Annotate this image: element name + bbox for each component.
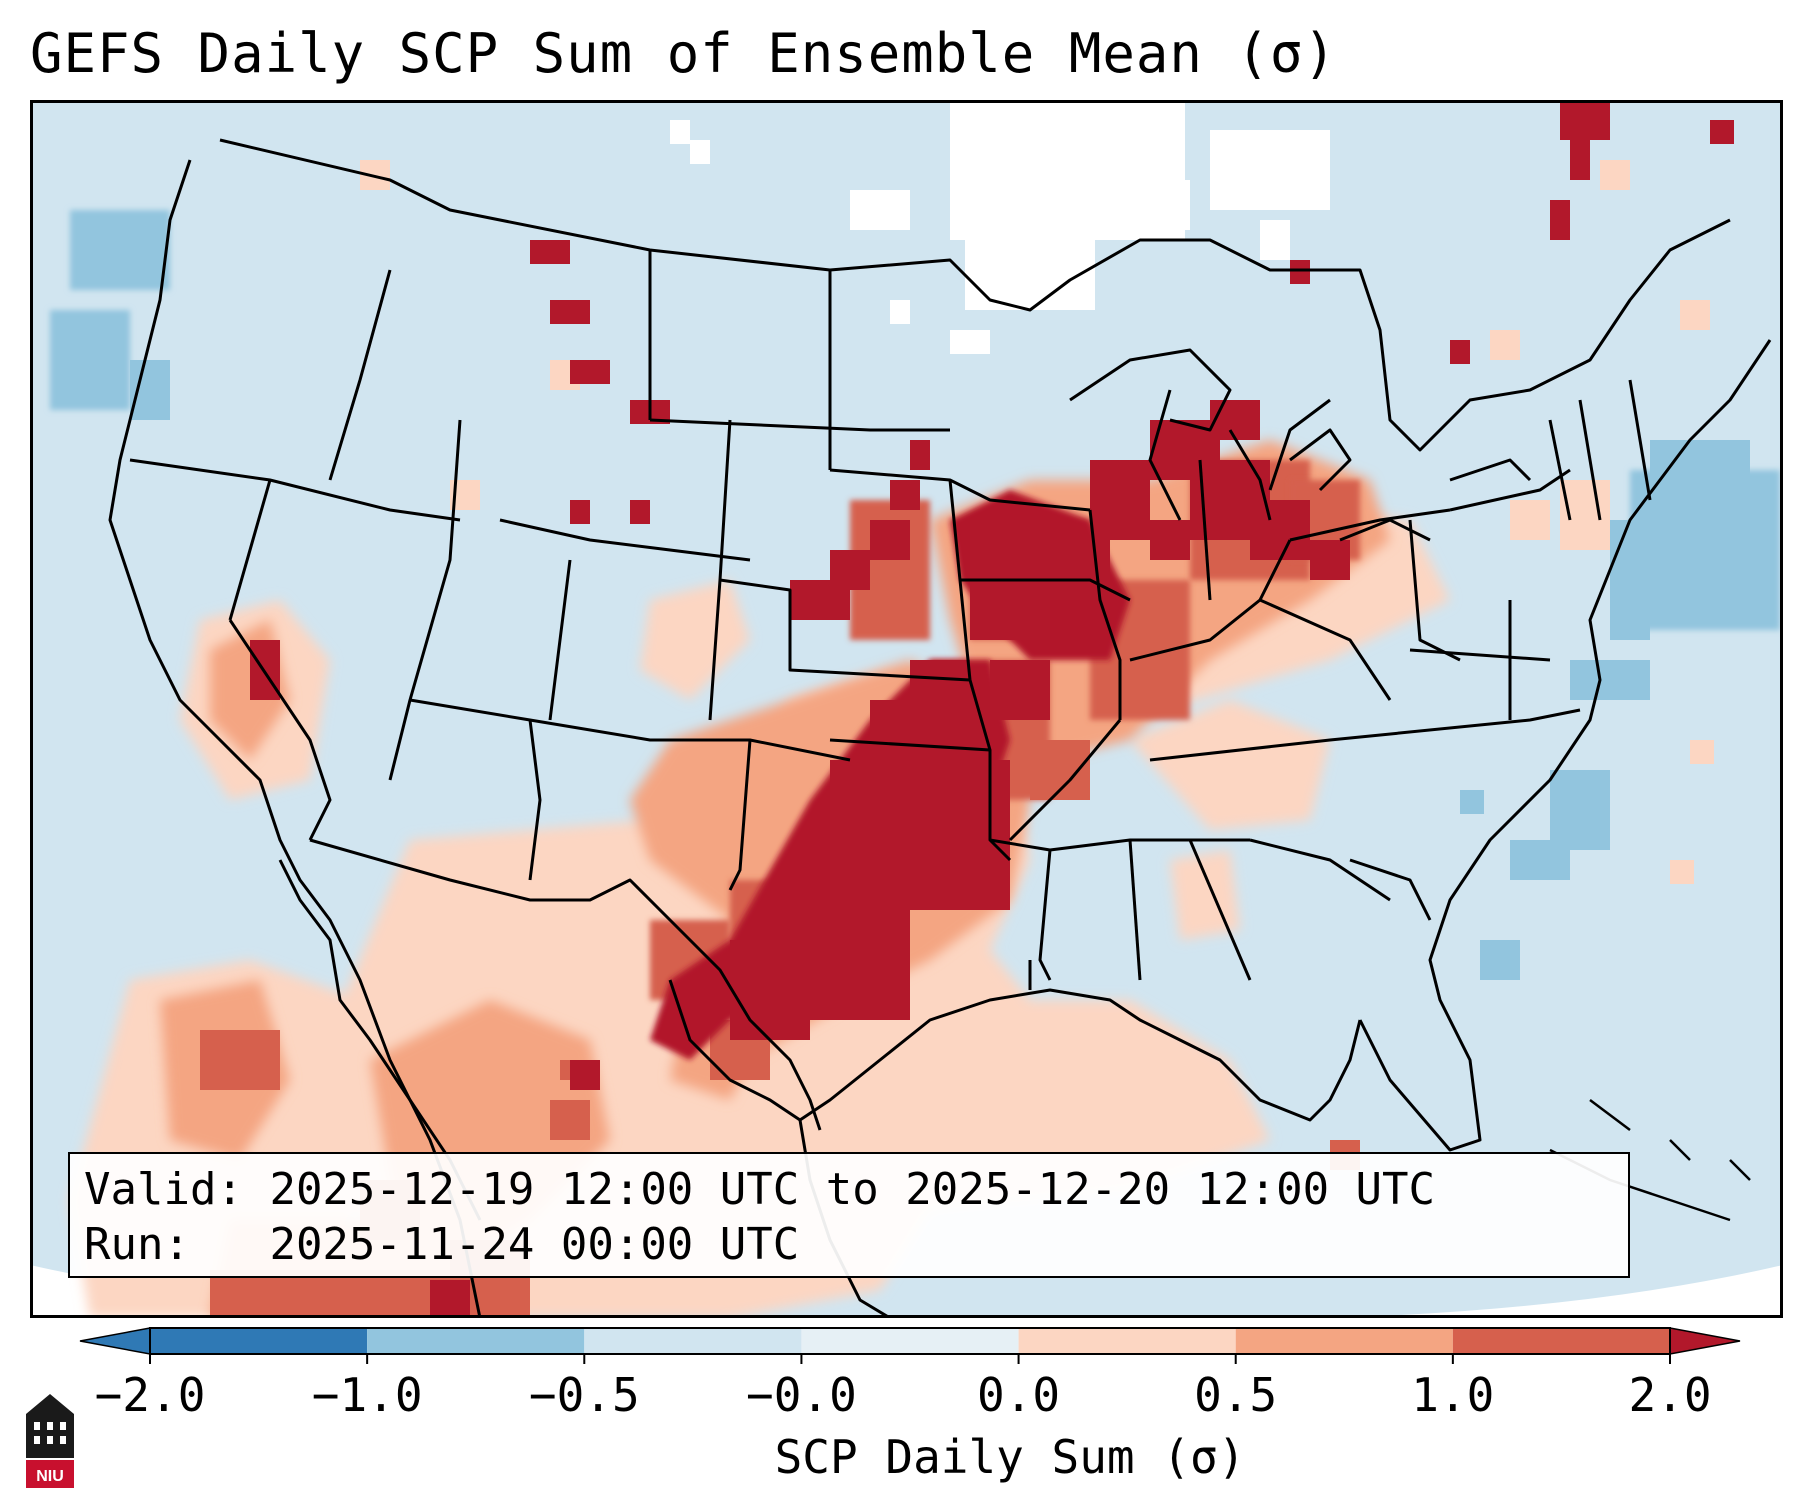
colorbar-extend-high	[1669, 1327, 1741, 1355]
run-row: Run: 2025-11-24 00:00 UTC	[84, 1217, 1614, 1272]
west-coast	[108, 159, 482, 1318]
colorbar-segment	[1452, 1328, 1670, 1354]
colorbar-segment	[1018, 1328, 1236, 1354]
colorbar-tick-label: 2.0	[1628, 1368, 1712, 1422]
colorbar-segment	[584, 1328, 802, 1354]
valid-label: Valid:	[84, 1164, 243, 1215]
colorbar-tick-label: 0.0	[977, 1368, 1061, 1422]
map-panel[interactable]	[30, 100, 1783, 1318]
gulf-coast	[668, 979, 1362, 1122]
colorbar-tick-label: 1.0	[1411, 1368, 1495, 1422]
colorbar-segments	[79, 1327, 1741, 1364]
logo-text: NIU	[36, 1468, 64, 1485]
valid-run-info-box: Valid: 2025-12-19 12:00 UTC to 2025-12-2…	[68, 1152, 1630, 1278]
map-title: GEFS Daily SCP Sum of Ensemble Mean (σ)	[30, 22, 1337, 85]
logo-tower-windows	[34, 1422, 66, 1444]
colorbar-tick-label: 0.5	[1194, 1368, 1278, 1422]
colorbar-segment	[367, 1328, 585, 1354]
logo-red-band	[26, 1460, 74, 1488]
colorbar-outline	[149, 1327, 1671, 1355]
colorbar-tick-label: −2.0	[94, 1368, 206, 1422]
boundaries	[108, 138, 1772, 1318]
baja-california	[278, 859, 482, 1221]
colorbar-segment	[801, 1328, 1019, 1354]
projection-edge-bottom-right	[1330, 1265, 1783, 1318]
scp-map	[30, 100, 1783, 1318]
us-canada-border	[219, 138, 1731, 452]
colorbar-segment	[150, 1328, 368, 1354]
negative-anomaly-cells	[50, 210, 1780, 1078]
east-coast	[1358, 339, 1772, 1152]
colorbar	[79, 1327, 1741, 1364]
colorbar-label: SCP Daily Sum (σ)	[774, 1430, 1246, 1484]
colorbar-segment	[1235, 1328, 1453, 1354]
colorbar-tick-label: −0.0	[746, 1368, 857, 1422]
us-mexico-border	[309, 838, 822, 1131]
valid-value: 2025-12-19 12:00 UTC to 2025-12-20 12:00…	[269, 1164, 1436, 1215]
missing-data-canada	[670, 100, 1330, 354]
colorbar-tick-label: −0.5	[528, 1368, 640, 1422]
positive-anomaly-max	[250, 100, 1734, 1318]
niu-logo: NIU	[26, 1394, 74, 1488]
logo-tower-roof	[26, 1394, 74, 1414]
colorbar-tick-label: −1.0	[311, 1368, 423, 1422]
run-value: 2025-11-24 00:00 UTC	[269, 1219, 800, 1270]
valid-row: Valid: 2025-12-19 12:00 UTC to 2025-12-2…	[84, 1162, 1614, 1217]
colorbar-extend-low	[79, 1327, 151, 1355]
run-label: Run:	[84, 1219, 190, 1270]
